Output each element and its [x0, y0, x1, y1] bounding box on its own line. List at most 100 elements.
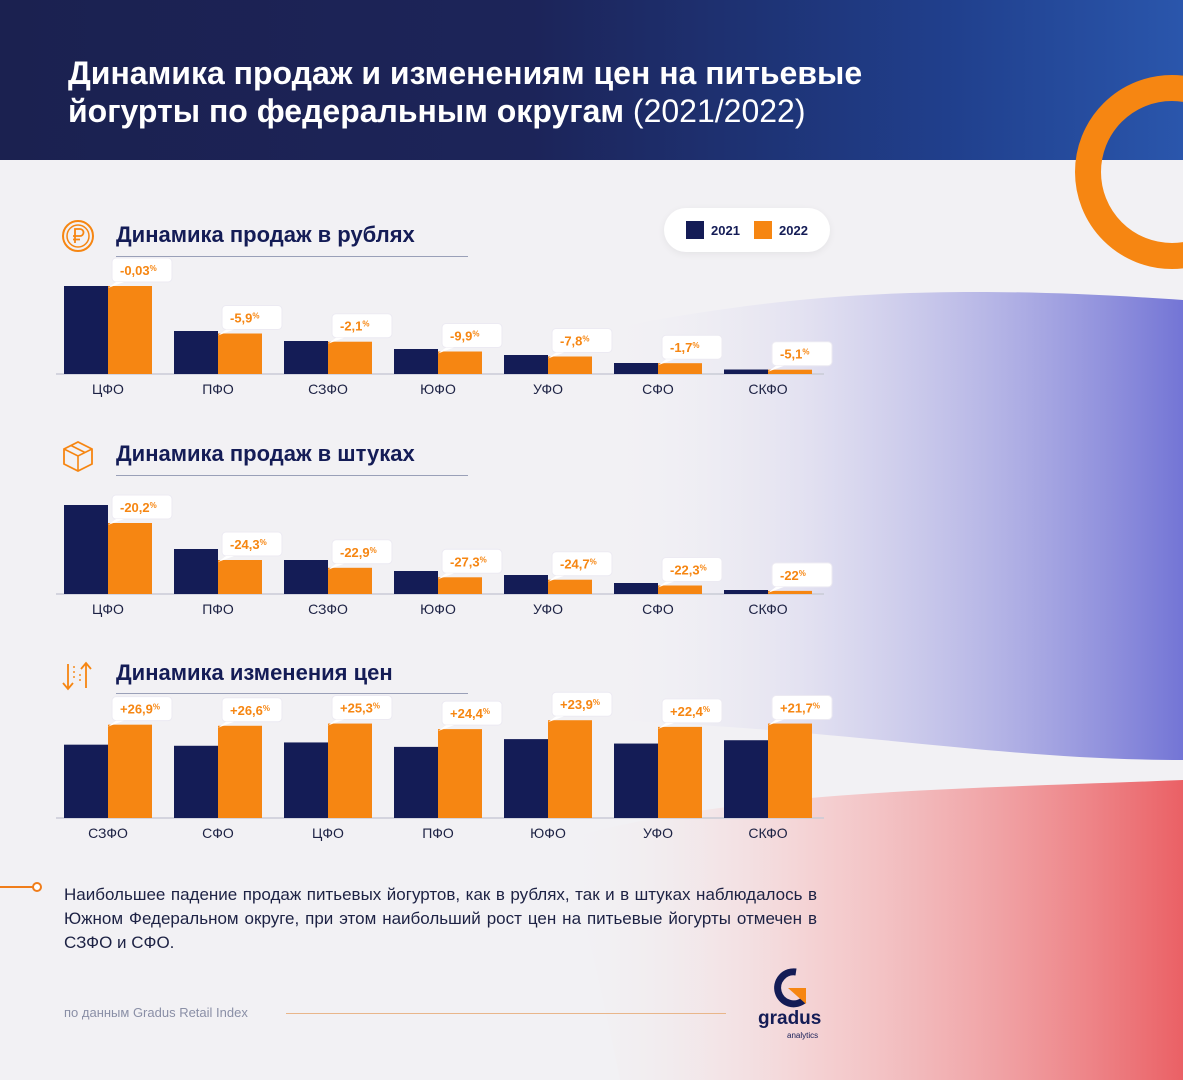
- note-pointer-dot: [32, 882, 42, 892]
- gradus-logo-icon: [774, 968, 807, 1008]
- bar-2022: [438, 351, 482, 374]
- bar-2022: [548, 720, 592, 818]
- bar-2022: [438, 729, 482, 818]
- source-divider: [286, 1013, 726, 1014]
- category-label: ПФО: [422, 825, 454, 841]
- data-label-text: -20,2%: [120, 500, 157, 515]
- data-label-text: -27,3%: [450, 554, 487, 569]
- data-label-text: -22,3%: [670, 563, 707, 578]
- arrows-up-down-icon: [62, 661, 92, 691]
- bar-2021: [504, 355, 548, 374]
- category-label: УФО: [643, 825, 673, 841]
- category-label: ПФО: [202, 601, 234, 617]
- page-title: Динамика продаж и изменениям цен на пить…: [68, 54, 1008, 130]
- data-label: +22,4%: [658, 698, 723, 729]
- data-label: -27,3%: [438, 548, 503, 580]
- data-label-text: -7,8%: [560, 334, 590, 349]
- bar-2022: [768, 369, 812, 374]
- data-label-text: +25,3%: [340, 701, 380, 716]
- data-label: -1,7%: [658, 334, 723, 366]
- chart-price-change: +26,9% СЗФО +26,6% СФО +25,3% ЦФО +24,4% ПФО +23…: [56, 691, 833, 841]
- data-label-text: -1,7%: [670, 340, 700, 355]
- category-label: СФО: [202, 825, 234, 841]
- data-label: -5,1%: [768, 341, 833, 372]
- bar-2021: [504, 739, 548, 818]
- section-divider: [116, 475, 468, 476]
- bar-2022: [658, 363, 702, 374]
- bar-2021: [174, 331, 218, 374]
- category-label: УФО: [533, 381, 563, 397]
- legend-swatch-2022: [754, 221, 772, 239]
- bar-2022: [328, 723, 372, 818]
- data-label: -9,9%: [438, 323, 503, 354]
- data-label-text: +26,6%: [230, 703, 270, 718]
- category-label: СКФО: [748, 381, 787, 397]
- category-label: СФО: [642, 601, 674, 617]
- category-label: ПФО: [202, 381, 234, 397]
- data-label-text: -24,3%: [230, 537, 267, 552]
- section-divider: [116, 256, 468, 257]
- chart-sales-rubles: -0,03% ЦФО -5,9% ПФО -2,1% СЗФО -9,9% ЮФО -7,8% У…: [56, 257, 833, 397]
- legend-label-2022: 2022: [779, 222, 808, 238]
- data-label: -0,03%: [108, 257, 173, 288]
- bar-2021: [174, 549, 218, 594]
- bar-2021: [284, 341, 328, 374]
- data-label-text: +24,4%: [450, 706, 490, 721]
- bar-2022: [218, 560, 262, 594]
- category-label: СЗФО: [308, 601, 348, 617]
- legend-swatch-2021: [686, 221, 704, 239]
- legend-label-2021: 2021: [711, 222, 740, 238]
- section-divider: [116, 693, 468, 694]
- bar-2022: [548, 356, 592, 374]
- data-label: +26,6%: [218, 697, 283, 728]
- bar-2022: [328, 567, 372, 594]
- bar-2021: [724, 740, 768, 818]
- bar-2021: [284, 560, 328, 594]
- bar-2021: [724, 590, 768, 594]
- data-label: +21,7%: [768, 695, 833, 726]
- bar-2021: [284, 742, 328, 818]
- data-label-text: -5,9%: [230, 311, 260, 326]
- category-label: СЗФО: [308, 381, 348, 397]
- data-label: +26,9%: [108, 696, 173, 727]
- category-label: УФО: [533, 601, 563, 617]
- title-line-2: йогурты по федеральным округам: [68, 93, 625, 129]
- bar-2022: [108, 286, 152, 374]
- category-label: ЮФО: [420, 381, 456, 397]
- bar-2022: [548, 579, 592, 594]
- bar-2021: [614, 363, 658, 374]
- data-label-text: -0,03%: [120, 263, 157, 278]
- bar-2021: [64, 505, 108, 594]
- bar-2021: [64, 286, 108, 374]
- data-label-text: -22,9%: [340, 545, 377, 560]
- data-label-text: -5,1%: [780, 347, 810, 362]
- category-label: СКФО: [748, 601, 787, 617]
- bar-2022: [768, 723, 812, 818]
- legend-item-2021: 2021: [686, 221, 740, 239]
- data-label-text: +26,9%: [120, 702, 160, 717]
- bar-2022: [768, 590, 812, 594]
- data-label-text: +22,4%: [670, 704, 710, 719]
- data-label: +23,9%: [548, 691, 613, 723]
- bar-2021: [394, 746, 438, 818]
- category-label: СКФО: [748, 825, 787, 841]
- logo-subtitle: analytics: [787, 1031, 819, 1040]
- bar-2021: [394, 349, 438, 374]
- bar-2021: [724, 369, 768, 374]
- data-label-text: -24,7%: [560, 557, 597, 572]
- title-years: (2021/2022): [632, 93, 806, 129]
- bar-2021: [64, 744, 108, 818]
- category-label: ЮФО: [530, 825, 566, 841]
- legend: 2021 2022: [664, 208, 830, 252]
- category-label: ЦФО: [312, 825, 344, 841]
- data-label: -5,9%: [218, 305, 283, 336]
- bar-2021: [614, 743, 658, 818]
- header-banner: [0, 0, 1183, 160]
- source-text: по данным Gradus Retail Index: [64, 1005, 248, 1020]
- category-label: СЗФО: [88, 825, 128, 841]
- summary-note: Наибольшее падение продаж питьевых йогур…: [64, 885, 817, 952]
- bar-2022: [108, 523, 152, 594]
- box-icon: [63, 440, 93, 473]
- bar-2022: [658, 585, 702, 594]
